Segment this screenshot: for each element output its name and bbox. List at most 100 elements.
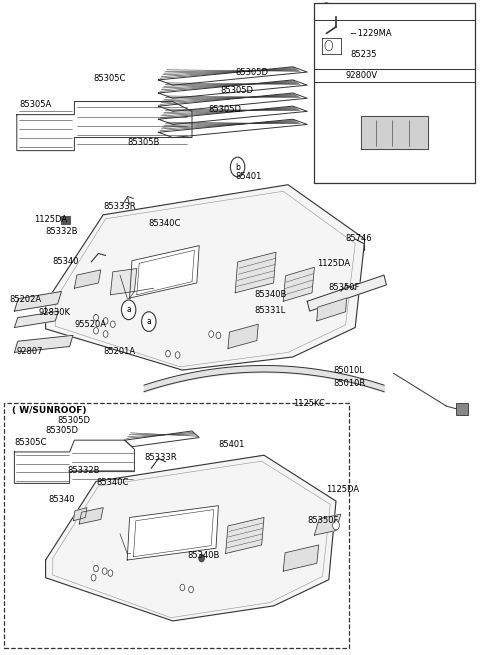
Polygon shape [361,117,429,149]
Text: 92800V: 92800V [346,71,378,80]
Text: a: a [126,305,131,314]
Circle shape [320,67,333,84]
Text: 1125DA: 1125DA [326,485,360,495]
Circle shape [103,318,108,324]
Text: 1125KC: 1125KC [293,399,324,408]
Circle shape [94,328,98,334]
Circle shape [121,300,136,320]
Circle shape [180,584,185,591]
Circle shape [94,314,98,321]
Text: 1125DA: 1125DA [34,215,67,224]
Text: 1125DA: 1125DA [317,259,350,268]
Text: 85010R: 85010R [334,379,366,388]
Text: 85202A: 85202A [10,295,42,304]
Text: 85305C: 85305C [94,74,126,83]
Text: 85305D: 85305D [221,86,254,95]
Polygon shape [283,267,314,301]
Circle shape [230,157,245,177]
Polygon shape [158,106,307,124]
Text: 85305D: 85305D [209,105,242,114]
Text: 85350F: 85350F [329,283,360,292]
Text: 85331L: 85331L [254,306,286,315]
Circle shape [110,321,115,328]
Bar [456,403,468,415]
Text: 85201A: 85201A [103,347,135,356]
Polygon shape [158,119,307,138]
Text: 85340B: 85340B [187,551,219,560]
Text: 92807: 92807 [17,347,43,356]
Polygon shape [14,311,59,328]
Circle shape [199,554,204,562]
Text: 85235: 85235 [350,50,377,58]
Circle shape [166,350,170,357]
Bar [61,216,70,224]
Polygon shape [317,298,347,321]
Circle shape [103,331,108,337]
Text: 85332B: 85332B [46,227,78,236]
Text: 85340: 85340 [53,257,79,266]
Text: 85333R: 85333R [103,202,136,211]
Text: 85350F: 85350F [307,515,338,525]
Polygon shape [14,335,73,352]
Bar [314,3,475,183]
Text: 85333R: 85333R [144,453,177,462]
Polygon shape [228,324,258,348]
Polygon shape [283,545,319,571]
Text: 95520A: 95520A [74,320,107,329]
Circle shape [94,565,98,572]
Polygon shape [158,93,307,111]
Circle shape [91,574,96,581]
Text: 85401: 85401 [218,440,245,449]
Text: 85746: 85746 [346,234,372,243]
Circle shape [142,312,156,331]
Polygon shape [158,80,307,98]
Text: a: a [324,7,329,16]
Text: 85340C: 85340C [149,219,181,228]
Text: ( W/SUNROOF): ( W/SUNROOF) [12,406,86,415]
Polygon shape [307,275,386,311]
Polygon shape [127,506,218,560]
Text: 85305A: 85305A [19,100,51,109]
Polygon shape [74,270,101,288]
Circle shape [209,331,214,337]
Text: b: b [235,162,240,172]
Circle shape [108,570,113,576]
Polygon shape [125,431,199,447]
Text: ─ 1229MA: ─ 1229MA [350,29,392,38]
Polygon shape [235,252,276,293]
Text: 85401: 85401 [235,172,262,181]
Text: 85305D: 85305D [46,426,79,436]
Polygon shape [110,269,137,295]
Text: 85305C: 85305C [14,438,47,447]
Polygon shape [73,508,87,521]
Polygon shape [226,517,264,553]
Circle shape [189,586,193,593]
Polygon shape [14,440,134,483]
Text: 85305D: 85305D [235,67,268,77]
Polygon shape [158,67,307,85]
Text: 92830K: 92830K [38,308,71,317]
Polygon shape [79,508,103,524]
Text: 85010L: 85010L [334,365,365,375]
Polygon shape [46,455,336,621]
Polygon shape [314,514,341,535]
Text: 85332B: 85332B [67,466,100,475]
Circle shape [175,352,180,358]
Text: b: b [324,71,329,80]
Text: 85340C: 85340C [96,477,128,487]
Circle shape [333,521,339,530]
Text: 85340: 85340 [48,495,74,504]
Text: 85340B: 85340B [254,290,287,299]
Text: a: a [146,317,151,326]
Text: 85305D: 85305D [58,416,91,425]
Circle shape [325,41,333,51]
Polygon shape [14,291,61,311]
Text: 85305B: 85305B [127,138,159,147]
Circle shape [320,3,333,20]
Circle shape [216,332,221,339]
Circle shape [102,568,107,574]
Polygon shape [17,102,192,151]
Bar [4,403,349,648]
Polygon shape [46,185,365,370]
Polygon shape [130,246,199,298]
